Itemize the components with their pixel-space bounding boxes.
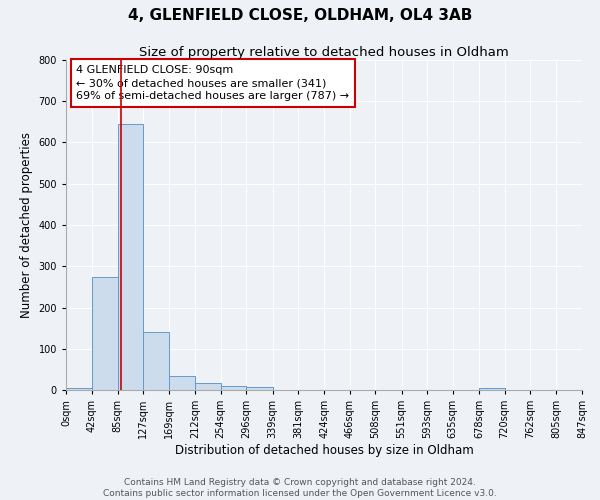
Bar	[92, 276, 118, 390]
Bar	[479, 388, 505, 390]
Bar	[169, 376, 195, 390]
Bar	[143, 332, 169, 390]
Text: 4 GLENFIELD CLOSE: 90sqm
← 30% of detached houses are smaller (341)
69% of semi-: 4 GLENFIELD CLOSE: 90sqm ← 30% of detach…	[76, 65, 349, 102]
Text: Contains HM Land Registry data © Crown copyright and database right 2024.
Contai: Contains HM Land Registry data © Crown c…	[103, 478, 497, 498]
Y-axis label: Number of detached properties: Number of detached properties	[20, 132, 33, 318]
Bar	[195, 382, 221, 390]
Text: 4, GLENFIELD CLOSE, OLDHAM, OL4 3AB: 4, GLENFIELD CLOSE, OLDHAM, OL4 3AB	[128, 8, 472, 22]
Bar	[247, 386, 272, 390]
Bar	[66, 388, 92, 390]
Bar	[221, 386, 247, 390]
X-axis label: Distribution of detached houses by size in Oldham: Distribution of detached houses by size …	[175, 444, 473, 457]
Bar	[118, 124, 143, 390]
Title: Size of property relative to detached houses in Oldham: Size of property relative to detached ho…	[139, 46, 509, 59]
